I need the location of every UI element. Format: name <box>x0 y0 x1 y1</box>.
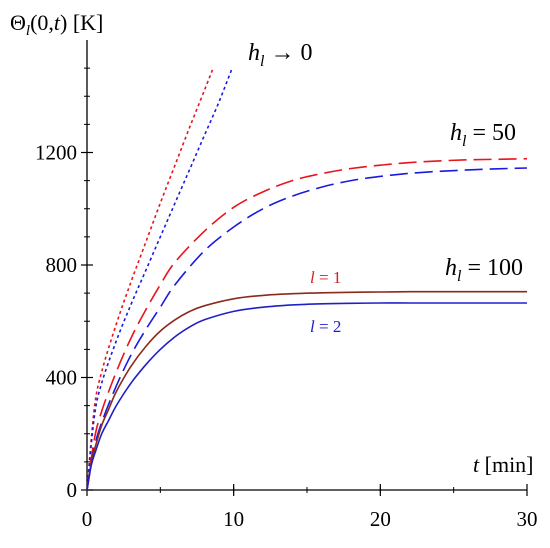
y-tick-label: 1200 <box>35 141 77 165</box>
annotation-h50: hl = 50 <box>450 120 516 150</box>
series-line-h-l-0-l1 <box>86 67 214 491</box>
series-line-h-l-100-l1 <box>86 290 527 491</box>
annotation-l2: l = 2 <box>310 317 341 336</box>
x-tick-label: 30 <box>517 507 538 531</box>
x-axis-title: t [min] <box>473 452 534 477</box>
x-tick-label: 0 <box>82 507 93 531</box>
y-tick-label: 400 <box>46 366 78 390</box>
y-tick-label: 0 <box>67 478 78 502</box>
annotation-l1: l = 1 <box>310 268 341 287</box>
series-line-h-l-50-l2 <box>86 167 528 491</box>
axes: 0 400 800 1200 0 10 20 30 <box>35 40 538 531</box>
series-layer <box>86 67 528 491</box>
annotation-h0: hl → 0 <box>248 40 312 70</box>
series-line-h-l-50-l1 <box>86 157 528 491</box>
y-tick-label: 800 <box>46 253 78 277</box>
x-tick-label: 10 <box>223 507 244 531</box>
series-line-h-l-100-l2 <box>86 302 527 491</box>
x-tick-label: 20 <box>370 507 391 531</box>
y-axis-title: Θl(0,t) [K] <box>10 10 103 39</box>
series-line-h-l-0-l2 <box>86 67 233 491</box>
annotation-h100: hl = 100 <box>445 255 523 285</box>
